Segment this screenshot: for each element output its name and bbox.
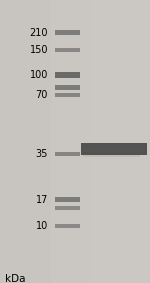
Text: 17: 17 bbox=[36, 194, 48, 205]
FancyBboxPatch shape bbox=[55, 206, 80, 210]
FancyBboxPatch shape bbox=[84, 147, 144, 152]
FancyBboxPatch shape bbox=[82, 155, 140, 157]
FancyBboxPatch shape bbox=[51, 0, 150, 283]
FancyBboxPatch shape bbox=[55, 30, 80, 35]
FancyBboxPatch shape bbox=[55, 72, 80, 78]
FancyBboxPatch shape bbox=[81, 143, 147, 155]
Text: 210: 210 bbox=[30, 27, 48, 38]
FancyBboxPatch shape bbox=[55, 48, 80, 52]
FancyBboxPatch shape bbox=[55, 152, 80, 156]
FancyBboxPatch shape bbox=[55, 197, 80, 202]
Text: 10: 10 bbox=[36, 221, 48, 231]
FancyBboxPatch shape bbox=[55, 85, 80, 90]
Text: 150: 150 bbox=[30, 44, 48, 55]
FancyBboxPatch shape bbox=[55, 93, 80, 97]
Text: 35: 35 bbox=[36, 149, 48, 159]
FancyBboxPatch shape bbox=[55, 224, 80, 228]
FancyBboxPatch shape bbox=[90, 0, 150, 283]
Text: kDa: kDa bbox=[4, 274, 25, 283]
Text: 100: 100 bbox=[30, 70, 48, 80]
Text: 70: 70 bbox=[36, 90, 48, 100]
